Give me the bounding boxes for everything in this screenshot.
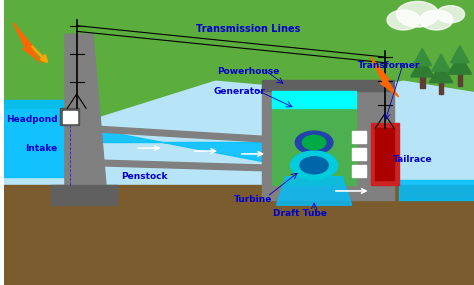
Text: Transformer: Transformer (358, 61, 420, 70)
Polygon shape (13, 23, 41, 63)
Circle shape (396, 1, 439, 27)
Polygon shape (429, 63, 453, 83)
Text: Tailrace: Tailrace (393, 155, 433, 164)
Bar (63, 111, 77, 123)
Bar (272, 91, 356, 108)
Polygon shape (4, 100, 65, 177)
Bar (375, 128, 394, 180)
Circle shape (420, 10, 453, 30)
Text: Transmission Lines: Transmission Lines (196, 23, 301, 34)
Bar (352, 165, 366, 177)
Circle shape (437, 6, 465, 23)
Bar (4, 185, 474, 285)
Polygon shape (450, 46, 469, 63)
Text: Draft Tube: Draft Tube (273, 209, 327, 218)
Bar (439, 83, 444, 94)
Polygon shape (448, 54, 472, 74)
Bar (457, 74, 462, 86)
Bar (352, 131, 366, 142)
Polygon shape (276, 177, 352, 205)
Polygon shape (89, 0, 474, 120)
Text: Headpond: Headpond (6, 115, 58, 124)
Polygon shape (89, 128, 267, 162)
Polygon shape (4, 0, 89, 108)
Circle shape (295, 131, 333, 154)
Text: Intake: Intake (25, 144, 57, 153)
Text: Powerhouse: Powerhouse (217, 67, 280, 76)
Text: Penstock: Penstock (122, 172, 168, 181)
Polygon shape (432, 54, 450, 71)
Bar (263, 86, 394, 200)
Polygon shape (371, 57, 399, 97)
Circle shape (387, 10, 420, 30)
Bar (420, 77, 425, 88)
Polygon shape (84, 125, 272, 142)
Bar (60, 108, 79, 125)
Polygon shape (51, 185, 117, 205)
Bar (352, 148, 366, 160)
Text: Generator: Generator (213, 87, 265, 96)
Circle shape (300, 157, 328, 174)
Circle shape (291, 151, 337, 180)
Polygon shape (65, 34, 107, 199)
Bar (371, 123, 399, 185)
Text: Turbine: Turbine (234, 195, 272, 204)
Polygon shape (399, 180, 474, 200)
Bar (272, 94, 356, 185)
Bar (263, 80, 394, 91)
Circle shape (302, 135, 326, 150)
Polygon shape (84, 160, 272, 171)
Polygon shape (413, 48, 432, 66)
Polygon shape (410, 57, 434, 77)
